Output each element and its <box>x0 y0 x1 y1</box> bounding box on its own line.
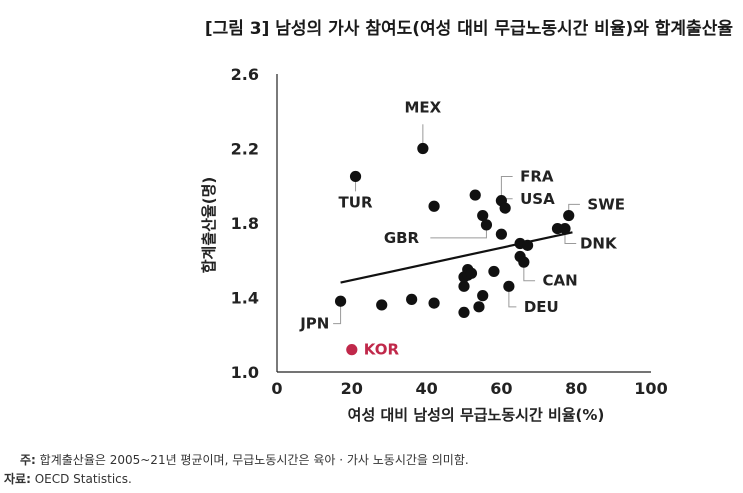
x-tick-label: 40 <box>415 379 437 398</box>
data-point <box>334 295 347 307</box>
y-tick-label: 1.4 <box>231 289 259 308</box>
x-tick-label: 80 <box>565 379 587 398</box>
footnote: 주: 합계출산율은 2005~21년 평균이며, 무급노동시간은 육아 · 가사… <box>20 451 469 468</box>
highlight-label: KOR <box>364 341 400 359</box>
point-label: MEX <box>404 99 441 117</box>
leader-line <box>500 175 513 201</box>
x-tick-label: 20 <box>341 379 363 398</box>
note-prefix: 주: <box>20 453 36 467</box>
point-label: USA <box>520 190 555 208</box>
data-point <box>473 301 485 313</box>
data-point <box>488 265 500 278</box>
data-point <box>521 239 534 251</box>
data-point <box>480 219 493 231</box>
leader-line <box>523 262 536 282</box>
point-label: TUR <box>339 194 373 212</box>
data-point <box>477 290 489 302</box>
data-point <box>458 280 470 292</box>
data-point <box>428 200 440 212</box>
data-point <box>477 209 489 222</box>
point-label: GBR <box>384 229 420 247</box>
trend-line <box>340 231 573 284</box>
data-point <box>406 293 418 305</box>
data-point <box>559 222 571 235</box>
leader-line <box>430 224 487 239</box>
highlight-point <box>346 344 358 356</box>
source-note: 자료: OECD Statistics. <box>4 470 132 487</box>
point-label: SWE <box>587 195 625 213</box>
data-point <box>518 256 530 268</box>
source-text: OECD Statistics. <box>30 472 132 486</box>
y-tick-label: 1.0 <box>231 363 259 382</box>
data-point <box>495 228 507 240</box>
x-axis-label: 여성 대비 남성의 무급노동시간 비율(%) <box>348 406 605 424</box>
point-label: FRA <box>520 167 554 185</box>
source-prefix: 자료: <box>4 472 31 486</box>
data-point <box>469 189 481 201</box>
leader-line <box>508 286 517 308</box>
point-label: DNK <box>580 234 618 252</box>
x-tick-label: 0 <box>271 379 282 398</box>
data-point <box>417 142 429 155</box>
chart-title: [그림 3] 남성의 가사 참여도(여성 대비 무급노동시간 비율)와 합계출산… <box>204 19 733 39</box>
data-point <box>503 280 515 292</box>
data-point <box>465 267 478 279</box>
data-point <box>563 209 575 222</box>
data-point <box>428 297 440 309</box>
data-point <box>458 306 470 318</box>
data-point <box>499 202 511 214</box>
y-axis-label: 합계출산율(명) <box>200 177 218 274</box>
data-point <box>376 299 388 311</box>
y-tick-label: 2.6 <box>231 65 259 84</box>
x-tick-label: 60 <box>490 379 512 398</box>
y-tick-label: 1.8 <box>231 214 259 233</box>
point-label: JPN <box>299 315 329 333</box>
y-tick-label: 2.2 <box>231 140 259 159</box>
note-text: 합계출산율은 2005~21년 평균이며, 무급노동시간은 육아 · 가사 노동… <box>35 453 469 467</box>
x-tick-label: 100 <box>634 379 667 398</box>
leader-line <box>333 301 342 325</box>
data-point <box>349 170 362 183</box>
point-label: CAN <box>543 272 578 290</box>
point-label: DEU <box>524 298 559 316</box>
